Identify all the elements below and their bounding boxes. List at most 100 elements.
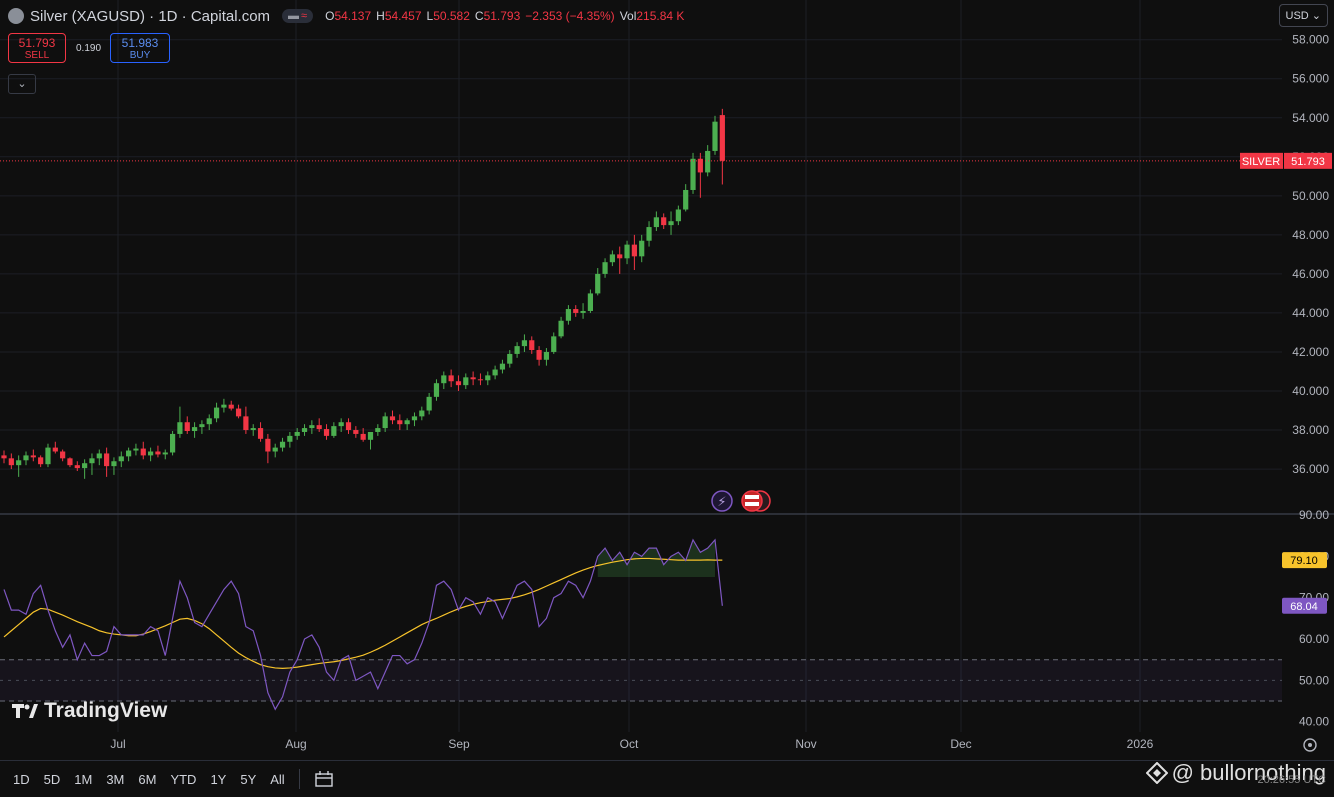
timeframe-ytd[interactable]: YTD	[170, 771, 197, 787]
candle[interactable]	[683, 189, 689, 210]
candle[interactable]	[631, 244, 637, 257]
candle[interactable]	[565, 309, 572, 321]
us-flag-event-icon[interactable]	[741, 490, 763, 512]
candle[interactable]	[206, 418, 212, 425]
collapse-chevron-icon[interactable]: ⌄	[8, 74, 36, 94]
candle[interactable]	[140, 448, 146, 456]
candle[interactable]	[16, 460, 22, 466]
candle[interactable]	[82, 463, 88, 469]
candle[interactable]	[668, 221, 674, 226]
lightning-event-icon[interactable]	[711, 490, 733, 512]
candle[interactable]	[257, 428, 264, 439]
candle[interactable]	[580, 310, 586, 313]
candle[interactable]	[661, 217, 667, 226]
candle[interactable]	[477, 379, 484, 381]
candle[interactable]	[148, 451, 154, 456]
candle[interactable]	[441, 375, 447, 384]
candle[interactable]	[426, 396, 432, 411]
currency-select[interactable]: USD ⌄	[1278, 4, 1328, 27]
eye-icon[interactable]: ▬	[288, 10, 300, 22]
candle[interactable]	[646, 227, 652, 241]
candle[interactable]	[719, 115, 725, 161]
timeframe-1m[interactable]: 1M	[74, 771, 93, 787]
candle[interactable]	[470, 377, 476, 380]
candle[interactable]	[543, 351, 550, 360]
candle[interactable]	[624, 244, 630, 259]
candle[interactable]	[126, 450, 132, 457]
candle[interactable]	[558, 320, 564, 337]
candle[interactable]	[155, 451, 161, 455]
candle[interactable]	[133, 448, 139, 451]
candle[interactable]	[213, 407, 220, 419]
candle[interactable]	[602, 262, 608, 274]
candle[interactable]	[316, 425, 322, 430]
candle[interactable]	[265, 438, 271, 452]
candle[interactable]	[712, 121, 718, 151]
timeframe-5d[interactable]: 5D	[43, 771, 61, 787]
candle[interactable]	[89, 458, 95, 464]
candle[interactable]	[331, 426, 337, 436]
candle[interactable]	[96, 453, 102, 459]
candle[interactable]	[353, 430, 359, 434]
candle[interactable]	[617, 254, 623, 259]
candle[interactable]	[492, 369, 498, 376]
candle[interactable]	[243, 416, 249, 431]
candle[interactable]	[595, 273, 601, 294]
candle[interactable]	[433, 383, 440, 397]
candle[interactable]	[404, 420, 410, 425]
candle[interactable]	[573, 309, 579, 313]
candle[interactable]	[455, 381, 462, 386]
candle[interactable]	[118, 456, 124, 462]
candle[interactable]	[397, 420, 403, 425]
candle[interactable]	[60, 451, 66, 459]
buy-button[interactable]: 51.983 BUY	[110, 33, 170, 63]
indicator-toggle[interactable]: ▬ ≈	[282, 9, 314, 23]
candle[interactable]	[162, 452, 168, 455]
candle[interactable]	[536, 350, 542, 360]
timeframe-5y[interactable]: 5Y	[240, 771, 257, 787]
candle[interactable]	[697, 158, 703, 173]
candle[interactable]	[287, 435, 293, 442]
candle[interactable]	[67, 458, 73, 466]
timeframe-3m[interactable]: 3M	[106, 771, 125, 787]
timeframe-all[interactable]: All	[270, 771, 285, 787]
candle[interactable]	[705, 150, 711, 173]
candle[interactable]	[228, 404, 234, 409]
candle[interactable]	[551, 336, 557, 352]
candle[interactable]	[301, 428, 308, 432]
candle[interactable]	[485, 375, 491, 381]
candle[interactable]	[587, 293, 593, 311]
candle[interactable]	[111, 461, 117, 467]
candle[interactable]	[382, 416, 388, 429]
candle[interactable]	[507, 353, 513, 364]
candle[interactable]	[272, 447, 278, 452]
gear-icon[interactable]	[1303, 738, 1317, 752]
candle[interactable]	[367, 431, 374, 440]
candle[interactable]	[653, 217, 659, 228]
candle[interactable]	[30, 455, 36, 458]
candle[interactable]	[360, 433, 366, 440]
candle[interactable]	[675, 209, 681, 222]
sell-button[interactable]: 51.793 SELL	[8, 33, 66, 63]
candle[interactable]	[177, 422, 183, 434]
candle[interactable]	[235, 408, 242, 417]
candle[interactable]	[38, 457, 44, 465]
candle[interactable]	[199, 424, 205, 428]
candle[interactable]	[448, 375, 454, 382]
candle[interactable]	[104, 453, 110, 467]
wave-icon[interactable]: ≈	[301, 10, 308, 22]
candle[interactable]	[184, 422, 190, 432]
calendar-icon[interactable]	[314, 770, 334, 788]
candle[interactable]	[411, 416, 418, 421]
candle[interactable]	[609, 254, 615, 263]
candle[interactable]	[309, 425, 315, 429]
candle[interactable]	[23, 455, 29, 461]
candle[interactable]	[463, 377, 469, 386]
candle[interactable]	[294, 431, 300, 436]
candle[interactable]	[338, 422, 344, 427]
candle[interactable]	[389, 416, 396, 421]
candle[interactable]	[419, 410, 425, 417]
candle[interactable]	[345, 422, 352, 431]
symbol-title[interactable]: Silver (XAGUSD) · 1D · Capital.com	[30, 7, 271, 25]
